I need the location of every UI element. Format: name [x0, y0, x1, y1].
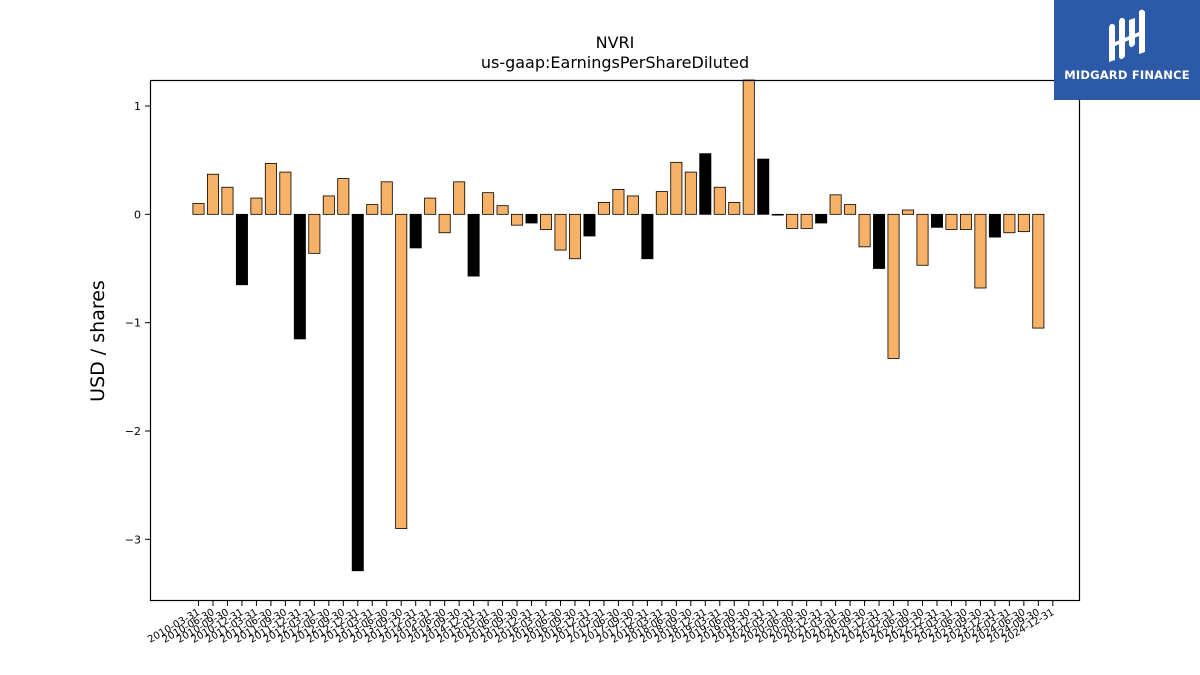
y-tick-label: −3 [125, 533, 141, 546]
bars-group [192, 79, 1045, 572]
bar-2014-09-30 [453, 181, 466, 215]
bar-2021-03-31 [829, 194, 842, 215]
bar-2019-09-30 [742, 79, 755, 215]
bar-2013-12-31 [409, 213, 422, 249]
bar-2020-03-31 [771, 213, 784, 216]
bar-2023-09-30 [974, 213, 987, 289]
bar-2017-03-31 [597, 202, 610, 215]
bar-2016-03-31 [540, 213, 553, 230]
bar-2010-09-30 [221, 186, 234, 215]
bar-2010-03-31 [192, 203, 205, 215]
bar-2015-03-31 [482, 192, 495, 215]
bar-2020-12-31 [815, 213, 828, 224]
bar-2012-09-30 [337, 178, 350, 215]
bar-2022-12-31 [930, 213, 943, 228]
chart-title: NVRI [596, 33, 635, 52]
bar-2011-12-31 [293, 213, 306, 340]
bar-2018-03-31 [655, 191, 668, 215]
bar-2018-09-30 [684, 171, 697, 215]
bar-2024-03-31 [1003, 213, 1016, 234]
bar-2012-12-31 [351, 213, 364, 572]
bar-2014-06-30 [438, 213, 451, 234]
bar-2013-09-30 [395, 213, 408, 529]
bar-2016-12-31 [583, 213, 596, 237]
bar-2023-06-30 [959, 213, 972, 230]
bar-2017-06-30 [612, 189, 625, 215]
bar-2011-06-30 [264, 163, 277, 215]
bar-2016-06-30 [554, 213, 567, 251]
bar-2010-12-31 [235, 213, 248, 286]
y-axis-ticks: 1 0 −1 −2 −3 [125, 100, 150, 546]
bar-2018-12-31 [699, 153, 712, 215]
x-axis-ticks: 2010-03-312010-06-302010-09-302010-12-31… [146, 600, 1056, 646]
bar-2015-09-30 [511, 213, 524, 226]
bar-2018-06-30 [670, 161, 683, 215]
y-axis-label: USD / shares [87, 280, 109, 402]
bar-2013-03-31 [366, 204, 379, 215]
bar-2022-09-30 [916, 213, 929, 266]
bar-2020-06-30 [786, 213, 799, 229]
brand-name: MIDGARD FINANCE [1064, 68, 1190, 82]
bar-2014-03-31 [424, 197, 437, 215]
bar-2021-06-30 [844, 204, 857, 215]
bar-2019-12-31 [757, 158, 770, 215]
bar-2013-06-30 [380, 181, 393, 215]
bar-2020-09-30 [800, 213, 813, 229]
bar-2024-09-30 [1032, 213, 1045, 329]
bar-2023-03-31 [945, 213, 958, 230]
bar-2022-06-30 [902, 209, 915, 215]
y-tick-label: −2 [125, 425, 141, 438]
bar-2014-12-31 [467, 213, 480, 277]
bar-2024-06-30 [1017, 213, 1030, 233]
y-tick-label: 0 [134, 208, 141, 221]
bar-2019-03-31 [713, 186, 726, 215]
chart-subtitle: us-gaap:EarningsPerShareDiluted [481, 53, 749, 72]
midgard-logo-icon [1109, 9, 1145, 62]
y-tick-label: −1 [125, 317, 141, 330]
plot-area-frame [149, 79, 1081, 602]
bar-2017-12-31 [641, 213, 654, 260]
bar-2019-06-30 [728, 202, 741, 215]
bar-2022-03-31 [887, 213, 900, 359]
bar-2010-06-30 [206, 173, 219, 215]
bar-2012-03-31 [308, 213, 321, 254]
bar-2011-03-31 [250, 197, 263, 215]
bar-2021-12-31 [873, 213, 886, 269]
bar-2016-09-30 [568, 213, 581, 260]
bar-2017-09-30 [626, 195, 639, 215]
y-tick-label: 1 [134, 100, 141, 113]
bar-2015-06-30 [496, 205, 509, 215]
bar-2012-06-30 [322, 195, 335, 215]
bar-2021-09-30 [858, 213, 871, 248]
brand-logo: MIDGARD FINANCE [1054, 0, 1200, 100]
bar-2011-09-30 [279, 171, 292, 215]
bar-2023-12-31 [988, 213, 1001, 238]
bar-2015-12-31 [525, 213, 538, 224]
